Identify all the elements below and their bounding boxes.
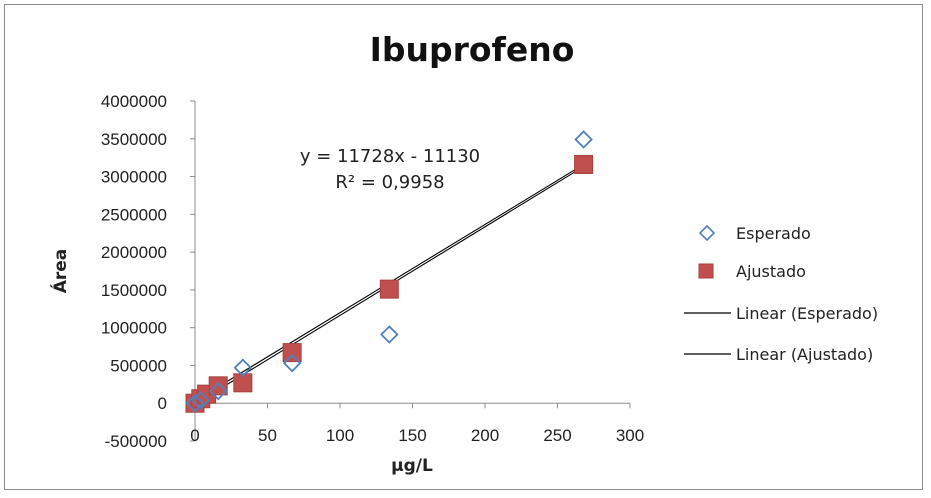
ajustado-point	[233, 373, 253, 393]
y-tick-label: 3500000	[101, 130, 167, 149]
esperado-point	[574, 130, 593, 149]
legend-esperado-marker	[698, 224, 716, 242]
y-axis: -500000 0 500000 1000000 1500000 2000000 25000…	[101, 92, 196, 451]
x-axis: 0 50 100 150 200 250 300	[190, 402, 644, 445]
legend-item-linear-ajustado: Linear (Ajustado)	[684, 345, 873, 364]
x-tick-label: 150	[398, 426, 426, 445]
legend-linear-ajustado-label: Linear (Ajustado)	[736, 345, 873, 364]
chart-frame	[4, 4, 923, 490]
ajustado-point	[282, 343, 302, 363]
esperado-point	[191, 390, 211, 410]
legend-linear-esperado-label: Linear (Esperado)	[736, 304, 878, 323]
trendline-r-squared: R² = 0,9958	[335, 172, 444, 193]
legend-item-ajustado: Ajustado	[698, 262, 806, 281]
x-tick-label: 200	[471, 426, 499, 445]
esperado-point	[380, 325, 399, 344]
x-axis-label: µg/L	[391, 456, 433, 476]
legend-esperado-label: Esperado	[736, 224, 811, 243]
y-tick-label: 2500000	[101, 205, 167, 224]
legend-item-linear-esperado: Linear (Esperado)	[684, 304, 878, 323]
x-tick-label: 50	[258, 426, 277, 445]
esperado-point	[233, 358, 253, 377]
data-markers	[185, 130, 594, 413]
y-tick-label: 0	[158, 394, 167, 413]
x-tick-label: 100	[326, 426, 354, 445]
legend-ajustado-marker	[698, 263, 714, 279]
legend: Esperado Ajustado Linear (Esperado) Line…	[684, 224, 878, 364]
trendline-equation: y = 11728x - 11130	[300, 146, 480, 167]
esperado-point	[208, 381, 228, 401]
y-tick-label: 500000	[110, 356, 167, 375]
ajustado-point	[379, 279, 399, 299]
chart-title: Ibuprofeno	[370, 30, 575, 69]
y-tick-label: 2000000	[101, 243, 167, 262]
legend-ajustado-label: Ajustado	[736, 262, 806, 281]
ajustado-point	[208, 376, 228, 396]
y-tick-label: -500000	[105, 432, 167, 451]
x-tick-label: 0	[190, 426, 199, 445]
y-tick-label: 1000000	[101, 319, 167, 338]
y-tick-label: 1500000	[101, 281, 167, 300]
esperado-point	[282, 353, 302, 373]
y-axis-label: Área	[49, 249, 71, 294]
y-tick-label: 4000000	[101, 92, 167, 111]
legend-item-esperado: Esperado	[698, 224, 811, 243]
x-tick-label: 300	[616, 426, 644, 445]
esperado-point	[185, 393, 205, 413]
ajustado-point	[574, 154, 594, 174]
x-tick-label: 250	[543, 426, 571, 445]
y-tick-label: 3000000	[101, 168, 167, 187]
